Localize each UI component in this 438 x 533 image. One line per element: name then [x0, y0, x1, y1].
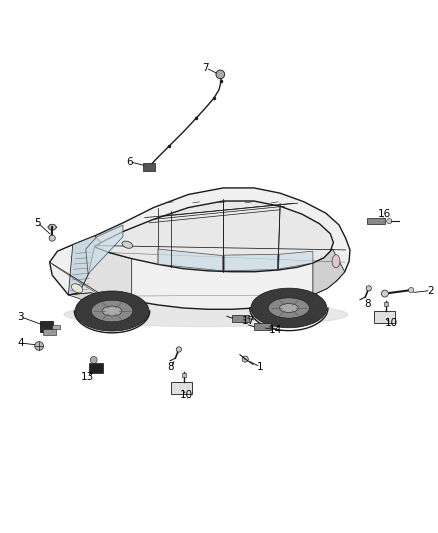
Polygon shape — [48, 224, 57, 230]
Bar — [89, 364, 103, 373]
Circle shape — [35, 342, 43, 350]
Text: 14: 14 — [269, 325, 283, 335]
Ellipse shape — [71, 284, 83, 293]
Bar — [143, 164, 155, 171]
Polygon shape — [313, 249, 345, 295]
Text: 4: 4 — [17, 338, 24, 348]
Circle shape — [90, 357, 97, 364]
Ellipse shape — [332, 255, 340, 268]
Text: 16: 16 — [378, 209, 391, 219]
Circle shape — [49, 235, 55, 241]
Polygon shape — [68, 293, 132, 306]
Text: 10: 10 — [180, 390, 193, 400]
Polygon shape — [49, 188, 350, 309]
Text: 1: 1 — [257, 362, 264, 372]
Bar — [182, 373, 186, 377]
Text: 10: 10 — [385, 318, 398, 328]
Circle shape — [381, 290, 389, 297]
Circle shape — [242, 356, 248, 362]
Circle shape — [216, 70, 225, 79]
Bar — [52, 325, 60, 329]
Polygon shape — [68, 236, 101, 295]
Bar — [254, 323, 271, 330]
Text: 13: 13 — [81, 372, 94, 382]
Circle shape — [409, 287, 414, 293]
Ellipse shape — [75, 291, 149, 331]
Bar — [367, 218, 385, 224]
Ellipse shape — [102, 306, 122, 316]
Text: 6: 6 — [126, 157, 133, 167]
Bar — [374, 311, 395, 323]
Polygon shape — [86, 225, 123, 274]
Text: 7: 7 — [203, 63, 209, 73]
Ellipse shape — [91, 300, 133, 322]
Ellipse shape — [251, 288, 327, 328]
Text: 17: 17 — [242, 316, 255, 326]
Bar — [43, 329, 56, 335]
Polygon shape — [224, 254, 278, 271]
Polygon shape — [68, 247, 132, 301]
Text: 8: 8 — [364, 298, 371, 309]
Bar — [232, 314, 249, 321]
Bar — [40, 321, 53, 333]
Circle shape — [176, 347, 181, 352]
Bar — [384, 302, 389, 306]
Ellipse shape — [268, 298, 309, 318]
Ellipse shape — [64, 303, 348, 327]
Text: 5: 5 — [35, 218, 41, 228]
Bar — [171, 382, 192, 394]
Text: 8: 8 — [168, 362, 174, 372]
Circle shape — [387, 219, 392, 224]
Text: 3: 3 — [17, 312, 24, 322]
Ellipse shape — [122, 241, 133, 248]
Ellipse shape — [279, 304, 298, 312]
Text: 2: 2 — [427, 286, 434, 295]
Polygon shape — [279, 251, 313, 269]
Polygon shape — [158, 249, 223, 271]
Polygon shape — [95, 201, 333, 272]
Circle shape — [366, 286, 371, 291]
